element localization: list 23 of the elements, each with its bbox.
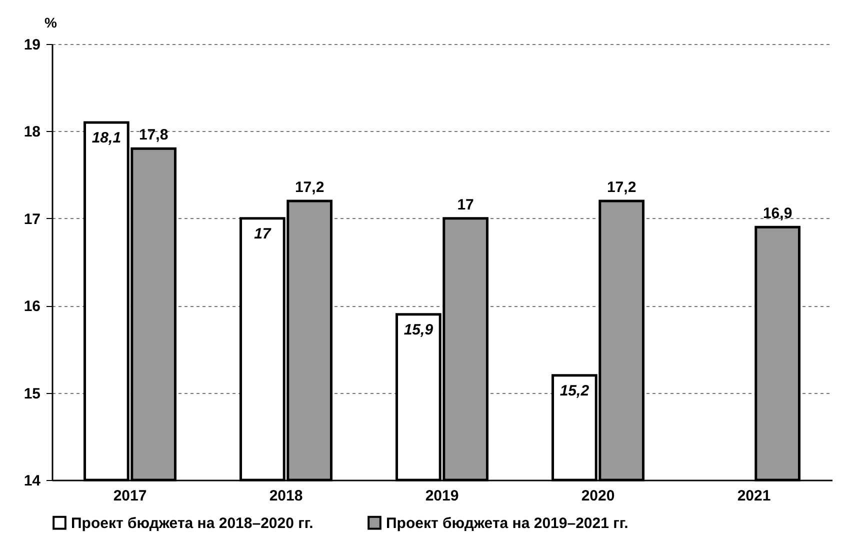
x-tick-label: 2017 [113, 488, 147, 504]
legend-label: Проект бюджета на 2019–2021 гг. [386, 514, 628, 532]
data-label: 16,9 [762, 205, 792, 222]
data-label: 15,9 [404, 321, 434, 338]
data-label: 15,2 [560, 382, 590, 400]
x-tick-label: 2020 [581, 488, 615, 504]
y-tick-label: 14 [24, 472, 42, 490]
data-label: 17 [457, 196, 474, 214]
legend-label: Проект бюджета на 2018–2020 гг. [71, 514, 314, 532]
x-tick-label: 2021 [737, 488, 771, 504]
x-tick-label: 2019 [425, 488, 459, 504]
x-tick-label: 2018 [269, 488, 303, 504]
y-tick-label: 16 [24, 298, 40, 316]
data-label: 17 [254, 225, 272, 242]
y-tick-label: 15 [24, 385, 40, 402]
y-tick-label: 19 [24, 36, 40, 54]
data-label: 17,2 [606, 178, 636, 196]
y-tick-label: 18 [24, 124, 40, 141]
y-tick-label: 17 [24, 210, 40, 228]
data-label: 17,8 [138, 126, 168, 144]
y-axis-title: % [44, 14, 58, 30]
data-label: 17,2 [294, 178, 324, 196]
data-label: 18,1 [92, 129, 122, 146]
